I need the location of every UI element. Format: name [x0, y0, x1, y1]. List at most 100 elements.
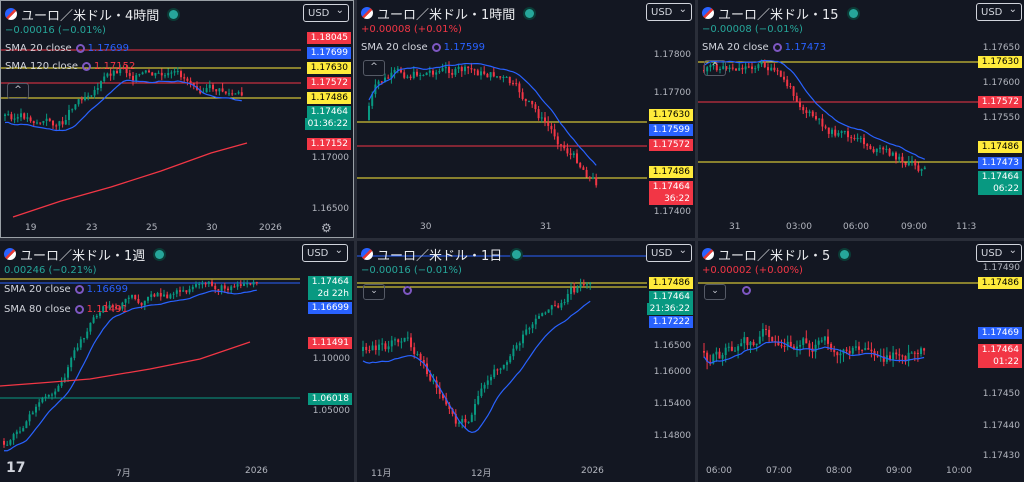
candles-15m[interactable]	[698, 0, 1024, 238]
chart-pane-15m[interactable]: ユーロ／米ドル・15 USD −0.00008 (−0.01%) SMA 20 …	[698, 0, 1024, 238]
price-label: 1.18045	[307, 32, 351, 44]
candle-body	[904, 162, 907, 166]
candle-body	[746, 337, 749, 346]
candle-body	[755, 343, 758, 346]
symbol-title[interactable]: ユーロ／米ドル・1時間	[377, 7, 516, 23]
indicator-settings-icon[interactable]	[82, 61, 92, 71]
price-tick: 1.16500	[311, 204, 349, 214]
candle-body	[743, 337, 746, 344]
indicator-sma20[interactable]: SMA 20 close 1.17599	[361, 42, 486, 53]
currency-select[interactable]: USD	[302, 242, 348, 262]
pane-divider-v2[interactable]	[695, 0, 698, 482]
candles-1h[interactable]	[357, 0, 695, 238]
price-label: 1.17486	[978, 277, 1022, 289]
candle-body	[42, 121, 45, 123]
tradingview-logo[interactable]: 17	[6, 460, 26, 476]
indicator-sma20[interactable]: SMA 20 close 1.16699	[4, 284, 129, 295]
collapse-legend-button[interactable]: ^	[704, 60, 726, 76]
indicator-settings-icon[interactable]	[75, 43, 85, 53]
candle-body	[141, 72, 144, 75]
price-label: 1.16699	[308, 302, 352, 314]
chart-pane-1h[interactable]: ユーロ／米ドル・1時間 USD +0.00008 (+0.01%) SMA 20…	[357, 0, 695, 238]
indicator-settings-icon[interactable]	[431, 42, 441, 52]
symbol-title[interactable]: ユーロ／米ドル・15	[718, 7, 839, 23]
chart-pane-1w[interactable]: ユーロ／米ドル・1週 USD 0.00246 (−0.21%) SMA 20 c…	[0, 241, 354, 482]
pane-header: ユーロ／米ドル・1週	[4, 245, 165, 264]
candle-body	[135, 75, 138, 81]
price-tick: 1.17550	[982, 113, 1020, 123]
candle-body	[820, 340, 823, 342]
currency-select[interactable]: USD	[976, 1, 1022, 21]
candle-body	[827, 127, 830, 134]
time-tick: 06:00	[706, 466, 732, 476]
sma-line	[368, 62, 597, 166]
pane-header: ユーロ／米ドル・1日	[361, 245, 522, 264]
price-label: 1.17572	[649, 139, 693, 151]
pane-header: ユーロ／米ドル・5	[702, 245, 850, 264]
candle-body	[365, 346, 368, 351]
candle-body	[522, 334, 524, 344]
currency-select[interactable]: USD	[303, 2, 349, 22]
symbol-title[interactable]: ユーロ／米ドル・1日	[377, 248, 503, 264]
price-label: 1.17464	[978, 344, 1022, 356]
indicator-settings-icon[interactable]	[772, 42, 782, 52]
candle-body	[54, 391, 57, 395]
currency-select[interactable]: USD	[976, 242, 1022, 262]
market-open-icon	[848, 8, 858, 18]
symbol-title[interactable]: ユーロ／米ドル・1週	[20, 248, 146, 264]
candle-body	[460, 67, 463, 72]
symbol-title[interactable]: ユーロ／米ドル・5	[718, 248, 831, 264]
candles-1d[interactable]	[357, 241, 695, 482]
candle-body	[400, 68, 402, 73]
pane-divider-v1[interactable]	[354, 0, 357, 482]
indicator-settings-icon[interactable]	[742, 285, 751, 296]
indicator-sma120[interactable]: SMA 120 close 1.17152	[5, 61, 136, 72]
candle-body	[377, 81, 380, 85]
candle-body	[127, 297, 130, 299]
candle-body	[777, 342, 780, 346]
candles-4h[interactable]	[1, 1, 354, 238]
candle-body	[212, 84, 214, 90]
collapse-legend-button[interactable]: ⌄	[363, 284, 385, 300]
candle-body	[44, 396, 47, 399]
collapse-legend-button[interactable]: ^	[7, 83, 29, 99]
candle-body	[515, 83, 518, 85]
candle-body	[760, 61, 763, 65]
candle-body	[73, 350, 76, 358]
chart-pane-5m[interactable]: ユーロ／米ドル・5 USD +0.00002 (+0.00%) ⌄ 1.1748…	[698, 241, 1024, 482]
candle-body	[789, 341, 792, 347]
collapse-legend-button[interactable]: ^	[363, 60, 385, 76]
candles-5m[interactable]	[698, 241, 1024, 482]
indicator-settings-icon[interactable]	[74, 284, 84, 294]
candle-body	[556, 136, 559, 145]
candle-body	[10, 114, 13, 120]
indicator-settings-icon[interactable]	[403, 285, 412, 296]
candle-body	[71, 109, 74, 111]
indicator-settings-icon[interactable]	[74, 304, 84, 314]
candle-body	[99, 312, 101, 316]
candle-body	[823, 336, 826, 341]
candle-body	[3, 441, 5, 445]
candle-body	[582, 284, 585, 286]
candle-body	[47, 394, 50, 397]
symbol-title[interactable]: ユーロ／米ドル・4時間	[21, 8, 160, 24]
sma-line	[362, 300, 591, 434]
currency-select[interactable]: USD	[646, 242, 692, 262]
candle-body	[102, 306, 105, 313]
chart-pane-4h[interactable]: ユーロ／米ドル・4時間 USD −0.00016 (−0.01%) SMA 20…	[0, 0, 354, 238]
indicator-sma20[interactable]: SMA 20 close 1.17473	[702, 42, 827, 53]
chart-pane-1d[interactable]: ユーロ／米ドル・1日 USD −0.00016 (−0.01%) ⌄ 1.174…	[357, 241, 695, 482]
collapse-legend-button[interactable]: ⌄	[704, 284, 726, 300]
indicator-sma80[interactable]: SMA 80 close 1.11491	[4, 304, 129, 315]
currency-select[interactable]: USD	[646, 1, 692, 21]
candles-1w[interactable]	[0, 241, 354, 482]
candle-body	[438, 71, 441, 73]
gear-icon[interactable]: ⚙	[321, 221, 332, 235]
candle-body	[45, 118, 48, 122]
indicator-sma20[interactable]: SMA 20 close 1.17699	[5, 43, 130, 54]
candle-body	[22, 428, 25, 432]
time-tick: 11:3	[956, 222, 977, 232]
time-tick: 10:00	[946, 466, 972, 476]
pane-divider-h[interactable]	[0, 238, 1024, 241]
sma-line	[4, 79, 242, 132]
